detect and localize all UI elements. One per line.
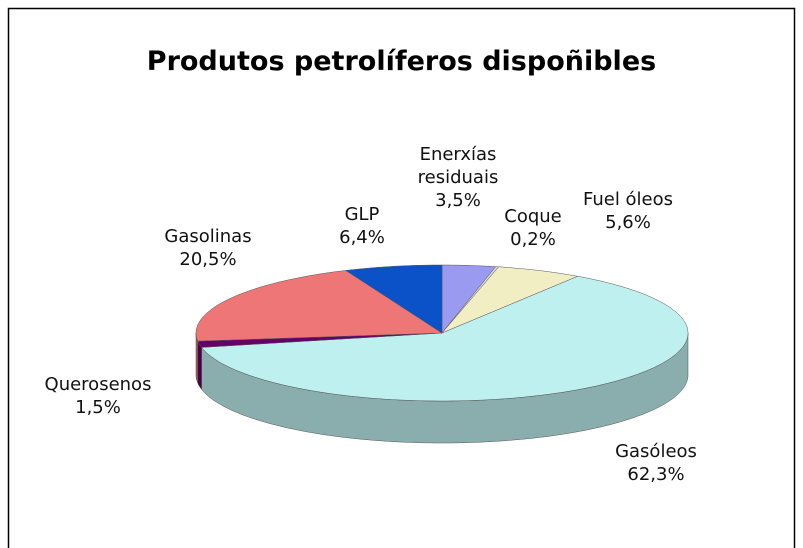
category-label: GLP — [344, 204, 380, 225]
slice — [441, 264, 497, 334]
slice-label: Querosenos 1,5% — [33, 373, 163, 419]
value-label: 62,3% — [627, 464, 685, 485]
chart-title: Produtos petrolíferos dispoñibles — [146, 46, 657, 77]
slice — [441, 266, 579, 334]
slice-side — [197, 341, 202, 391]
category-label: Enerxías residuais — [417, 144, 499, 188]
value-label: 0,2% — [510, 229, 556, 250]
category-label: Gasolinas — [164, 226, 252, 247]
slice — [195, 270, 443, 342]
value-label: 5,6% — [605, 212, 651, 233]
value-label: 20,5% — [179, 249, 237, 270]
category-label: Querosenos — [44, 374, 152, 395]
slice-label: Fuel óleos 5,6% — [568, 188, 688, 234]
category-label: Gasóleos — [615, 441, 697, 462]
value-label: 6,4% — [339, 227, 385, 248]
slice — [344, 264, 443, 334]
slice — [201, 276, 689, 402]
slice-label: Gasóleos 62,3% — [606, 440, 706, 486]
slice-label: GLP 6,4% — [322, 203, 402, 249]
slice-label: Coque 0,2% — [493, 205, 573, 251]
category-label: Fuel óleos — [582, 189, 674, 210]
chart-frame — [7, 7, 796, 548]
category-label: Coque — [504, 206, 562, 227]
value-label: 3,5% — [435, 190, 481, 211]
slice-label: Gasolinas 20,5% — [143, 225, 273, 271]
value-label: 1,5% — [75, 397, 121, 418]
slice-label: Enerxías residuais 3,5% — [403, 143, 513, 212]
